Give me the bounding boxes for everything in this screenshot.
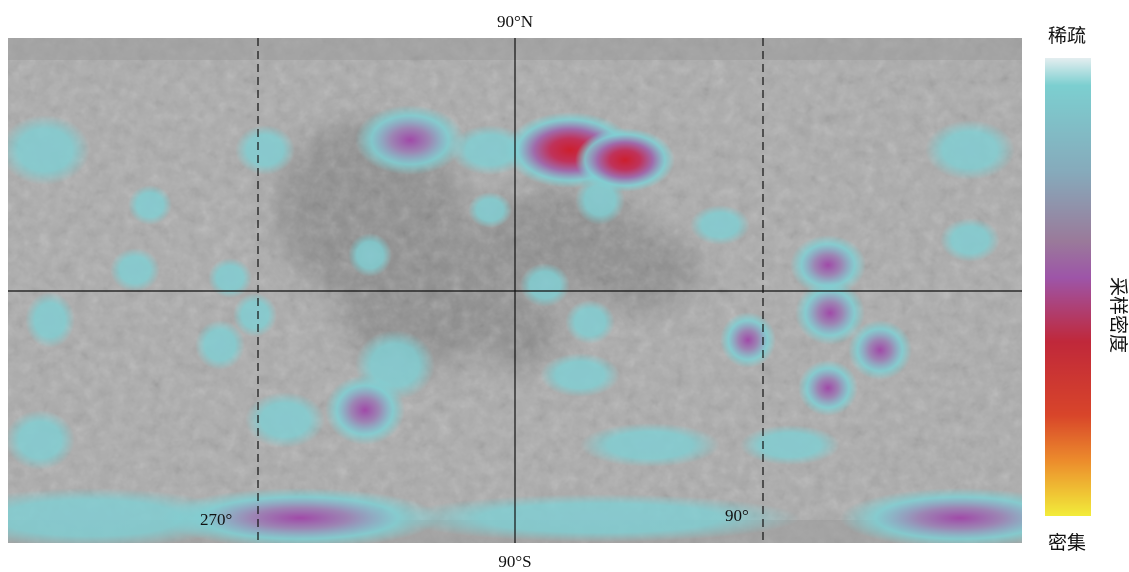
density-blob xyxy=(520,263,570,307)
south-label: 90°S xyxy=(498,552,531,571)
density-blob xyxy=(565,300,615,344)
density-blob xyxy=(110,248,160,292)
density-blob xyxy=(235,125,295,175)
density-blob xyxy=(798,360,858,416)
density-blob xyxy=(208,258,252,298)
north-label: 90°N xyxy=(497,12,533,31)
density-blob xyxy=(840,488,1080,548)
legend-top-label: 稀疏 xyxy=(1048,25,1086,47)
density-blob xyxy=(580,423,720,467)
density-blob xyxy=(720,312,776,368)
color-bar xyxy=(1045,58,1091,516)
density-blob xyxy=(245,392,325,448)
density-blob xyxy=(195,320,245,370)
legend-title: 采样密度 xyxy=(1107,277,1129,353)
density-blob xyxy=(5,410,75,470)
density-blob xyxy=(325,375,405,445)
meridian-label: 270° xyxy=(200,510,232,529)
density-blob xyxy=(468,192,512,228)
density-blob xyxy=(575,128,675,192)
density-blob xyxy=(690,205,750,245)
density-blob xyxy=(940,218,1000,262)
density-blob xyxy=(848,320,912,380)
meridian-label: 90° xyxy=(725,506,749,525)
legend-bottom-label: 密集 xyxy=(1048,532,1086,554)
density-blob xyxy=(348,233,392,277)
density-blob xyxy=(540,353,620,397)
density-blob xyxy=(0,115,90,185)
density-blob xyxy=(925,120,1015,180)
density-blob xyxy=(128,185,172,225)
page: 90°N 90°S 270° 90° 稀疏 密集 采样密度 xyxy=(0,0,1129,572)
density-blob xyxy=(740,425,840,465)
density-blob xyxy=(25,292,75,348)
moon-surface xyxy=(0,38,1080,548)
density-blob xyxy=(355,105,465,175)
moon-map-figure: 90°N 90°S 270° 90° 稀疏 密集 采样密度 xyxy=(0,0,1129,572)
